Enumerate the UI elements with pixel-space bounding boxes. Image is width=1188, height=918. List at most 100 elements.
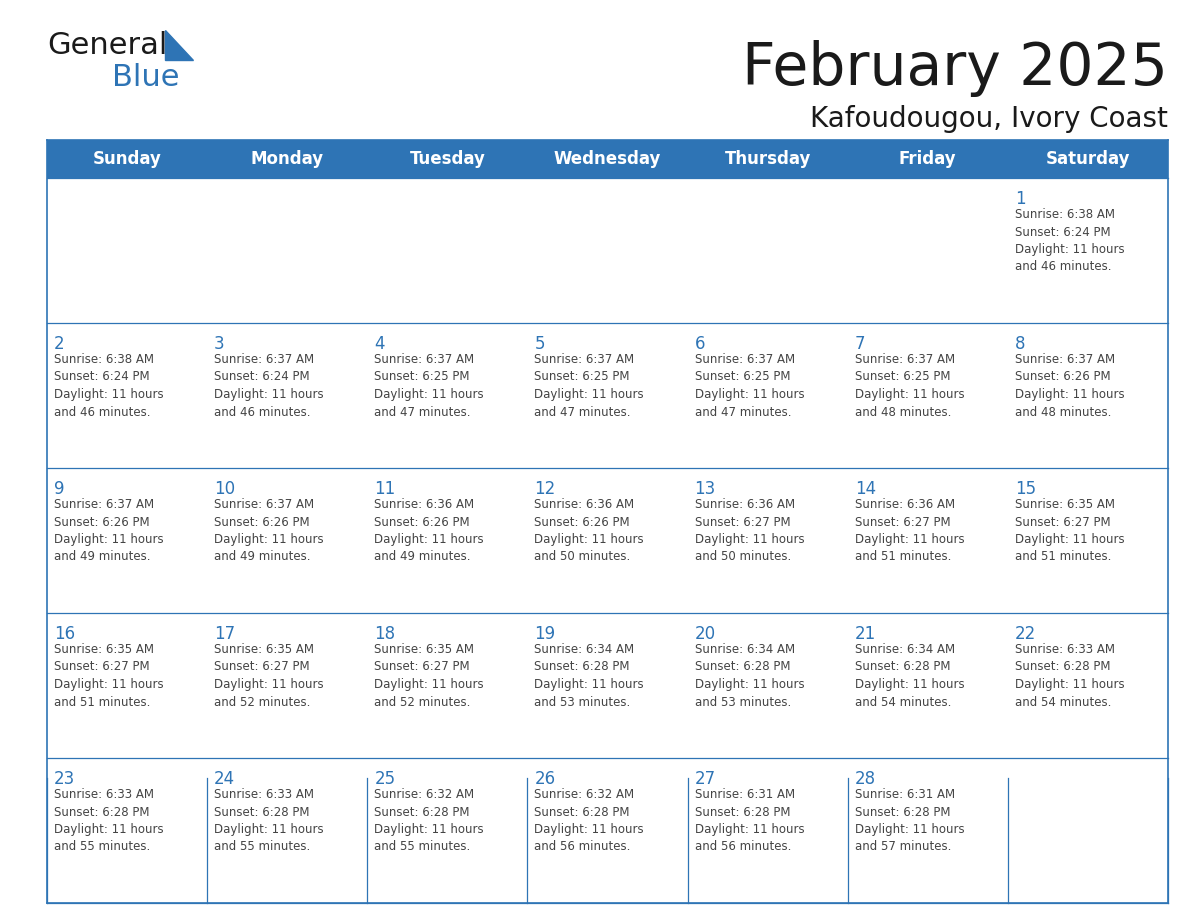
Text: 15: 15 [1015, 480, 1036, 498]
Bar [527, 613, 688, 758]
Bar [367, 758, 527, 903]
Bar [207, 323, 367, 468]
Text: Sunrise: 6:32 AM
Sunset: 6:28 PM
Daylight: 11 hours
and 56 minutes.: Sunrise: 6:32 AM Sunset: 6:28 PM Dayligh… [535, 788, 644, 854]
Text: Tuesday: Tuesday [410, 150, 485, 168]
Text: Sunrise: 6:34 AM
Sunset: 6:28 PM
Daylight: 11 hours
and 54 minutes.: Sunrise: 6:34 AM Sunset: 6:28 PM Dayligh… [854, 643, 965, 709]
Bar [688, 468, 848, 613]
Text: 8: 8 [1015, 335, 1025, 353]
Text: Sunrise: 6:34 AM
Sunset: 6:28 PM
Daylight: 11 hours
and 53 minutes.: Sunrise: 6:34 AM Sunset: 6:28 PM Dayligh… [535, 643, 644, 709]
Bar [207, 178, 367, 323]
Bar [1007, 178, 1168, 323]
Text: 24: 24 [214, 770, 235, 788]
Bar [207, 468, 367, 613]
Bar [48, 323, 207, 468]
Polygon shape [165, 30, 192, 60]
Text: Sunrise: 6:33 AM
Sunset: 6:28 PM
Daylight: 11 hours
and 55 minutes.: Sunrise: 6:33 AM Sunset: 6:28 PM Dayligh… [53, 788, 164, 854]
Bar [207, 613, 367, 758]
Text: Kafoudougou, Ivory Coast: Kafoudougou, Ivory Coast [810, 105, 1168, 133]
Text: 10: 10 [214, 480, 235, 498]
Text: Sunrise: 6:37 AM
Sunset: 6:26 PM
Daylight: 11 hours
and 49 minutes.: Sunrise: 6:37 AM Sunset: 6:26 PM Dayligh… [53, 498, 164, 564]
Text: 1: 1 [1015, 190, 1025, 208]
Bar [367, 613, 527, 758]
Bar [848, 758, 1007, 903]
Text: General: General [48, 31, 168, 60]
Bar [367, 468, 527, 613]
Text: 7: 7 [854, 335, 865, 353]
Text: 13: 13 [695, 480, 716, 498]
Text: Sunrise: 6:36 AM
Sunset: 6:26 PM
Daylight: 11 hours
and 50 minutes.: Sunrise: 6:36 AM Sunset: 6:26 PM Dayligh… [535, 498, 644, 564]
Text: 16: 16 [53, 625, 75, 643]
Text: Sunrise: 6:34 AM
Sunset: 6:28 PM
Daylight: 11 hours
and 53 minutes.: Sunrise: 6:34 AM Sunset: 6:28 PM Dayligh… [695, 643, 804, 709]
Text: 20: 20 [695, 625, 715, 643]
Text: Sunrise: 6:35 AM
Sunset: 6:27 PM
Daylight: 11 hours
and 52 minutes.: Sunrise: 6:35 AM Sunset: 6:27 PM Dayligh… [214, 643, 324, 709]
Text: 25: 25 [374, 770, 396, 788]
Text: 19: 19 [535, 625, 556, 643]
Text: Sunrise: 6:33 AM
Sunset: 6:28 PM
Daylight: 11 hours
and 54 minutes.: Sunrise: 6:33 AM Sunset: 6:28 PM Dayligh… [1015, 643, 1125, 709]
Bar [688, 758, 848, 903]
Bar [848, 178, 1007, 323]
Text: Sunrise: 6:36 AM
Sunset: 6:27 PM
Daylight: 11 hours
and 51 minutes.: Sunrise: 6:36 AM Sunset: 6:27 PM Dayligh… [854, 498, 965, 564]
Text: Sunrise: 6:33 AM
Sunset: 6:28 PM
Daylight: 11 hours
and 55 minutes.: Sunrise: 6:33 AM Sunset: 6:28 PM Dayligh… [214, 788, 324, 854]
Text: Friday: Friday [899, 150, 956, 168]
Text: February 2025: February 2025 [742, 40, 1168, 97]
Bar [48, 468, 207, 613]
Bar [848, 468, 1007, 613]
Text: Sunrise: 6:37 AM
Sunset: 6:25 PM
Daylight: 11 hours
and 47 minutes.: Sunrise: 6:37 AM Sunset: 6:25 PM Dayligh… [695, 353, 804, 419]
Bar [848, 323, 1007, 468]
Bar [48, 758, 207, 903]
Bar [688, 613, 848, 758]
Text: 21: 21 [854, 625, 876, 643]
Text: 28: 28 [854, 770, 876, 788]
Text: Sunrise: 6:37 AM
Sunset: 6:25 PM
Daylight: 11 hours
and 47 minutes.: Sunrise: 6:37 AM Sunset: 6:25 PM Dayligh… [535, 353, 644, 419]
Bar [848, 613, 1007, 758]
Text: 27: 27 [695, 770, 715, 788]
Bar [48, 613, 207, 758]
Text: Sunrise: 6:35 AM
Sunset: 6:27 PM
Daylight: 11 hours
and 52 minutes.: Sunrise: 6:35 AM Sunset: 6:27 PM Dayligh… [374, 643, 484, 709]
Text: Sunday: Sunday [93, 150, 162, 168]
Text: 17: 17 [214, 625, 235, 643]
Bar [1007, 323, 1168, 468]
Text: Blue: Blue [112, 63, 179, 92]
Bar [48, 178, 207, 323]
Bar [1007, 468, 1168, 613]
Text: Monday: Monday [251, 150, 324, 168]
Bar [367, 178, 527, 323]
Bar [367, 323, 527, 468]
Text: Sunrise: 6:37 AM
Sunset: 6:26 PM
Daylight: 11 hours
and 48 minutes.: Sunrise: 6:37 AM Sunset: 6:26 PM Dayligh… [1015, 353, 1125, 419]
Bar [207, 758, 367, 903]
Bar [688, 178, 848, 323]
Text: 12: 12 [535, 480, 556, 498]
Text: 2: 2 [53, 335, 64, 353]
Text: 5: 5 [535, 335, 545, 353]
Text: Sunrise: 6:35 AM
Sunset: 6:27 PM
Daylight: 11 hours
and 51 minutes.: Sunrise: 6:35 AM Sunset: 6:27 PM Dayligh… [1015, 498, 1125, 564]
Text: Sunrise: 6:32 AM
Sunset: 6:28 PM
Daylight: 11 hours
and 55 minutes.: Sunrise: 6:32 AM Sunset: 6:28 PM Dayligh… [374, 788, 484, 854]
Text: 18: 18 [374, 625, 396, 643]
Bar [527, 468, 688, 613]
Text: Sunrise: 6:37 AM
Sunset: 6:24 PM
Daylight: 11 hours
and 46 minutes.: Sunrise: 6:37 AM Sunset: 6:24 PM Dayligh… [214, 353, 324, 419]
Text: Sunrise: 6:36 AM
Sunset: 6:26 PM
Daylight: 11 hours
and 49 minutes.: Sunrise: 6:36 AM Sunset: 6:26 PM Dayligh… [374, 498, 484, 564]
Bar [48, 140, 1168, 178]
Bar [527, 758, 688, 903]
Bar [527, 178, 688, 323]
Text: Sunrise: 6:38 AM
Sunset: 6:24 PM
Daylight: 11 hours
and 46 minutes.: Sunrise: 6:38 AM Sunset: 6:24 PM Dayligh… [53, 353, 164, 419]
Text: Thursday: Thursday [725, 150, 811, 168]
Text: Sunrise: 6:37 AM
Sunset: 6:25 PM
Daylight: 11 hours
and 48 minutes.: Sunrise: 6:37 AM Sunset: 6:25 PM Dayligh… [854, 353, 965, 419]
Text: 4: 4 [374, 335, 385, 353]
Text: Sunrise: 6:38 AM
Sunset: 6:24 PM
Daylight: 11 hours
and 46 minutes.: Sunrise: 6:38 AM Sunset: 6:24 PM Dayligh… [1015, 208, 1125, 274]
Text: Sunrise: 6:37 AM
Sunset: 6:25 PM
Daylight: 11 hours
and 47 minutes.: Sunrise: 6:37 AM Sunset: 6:25 PM Dayligh… [374, 353, 484, 419]
Text: 3: 3 [214, 335, 225, 353]
Text: 14: 14 [854, 480, 876, 498]
Bar [1007, 758, 1168, 903]
Text: Sunrise: 6:37 AM
Sunset: 6:26 PM
Daylight: 11 hours
and 49 minutes.: Sunrise: 6:37 AM Sunset: 6:26 PM Dayligh… [214, 498, 324, 564]
Bar [527, 323, 688, 468]
Text: 22: 22 [1015, 625, 1036, 643]
Text: 6: 6 [695, 335, 704, 353]
Text: Wednesday: Wednesday [554, 150, 662, 168]
Text: Saturday: Saturday [1045, 150, 1130, 168]
Text: Sunrise: 6:31 AM
Sunset: 6:28 PM
Daylight: 11 hours
and 56 minutes.: Sunrise: 6:31 AM Sunset: 6:28 PM Dayligh… [695, 788, 804, 854]
Text: 11: 11 [374, 480, 396, 498]
Text: Sunrise: 6:36 AM
Sunset: 6:27 PM
Daylight: 11 hours
and 50 minutes.: Sunrise: 6:36 AM Sunset: 6:27 PM Dayligh… [695, 498, 804, 564]
Text: 23: 23 [53, 770, 75, 788]
Bar [688, 323, 848, 468]
Text: Sunrise: 6:31 AM
Sunset: 6:28 PM
Daylight: 11 hours
and 57 minutes.: Sunrise: 6:31 AM Sunset: 6:28 PM Dayligh… [854, 788, 965, 854]
